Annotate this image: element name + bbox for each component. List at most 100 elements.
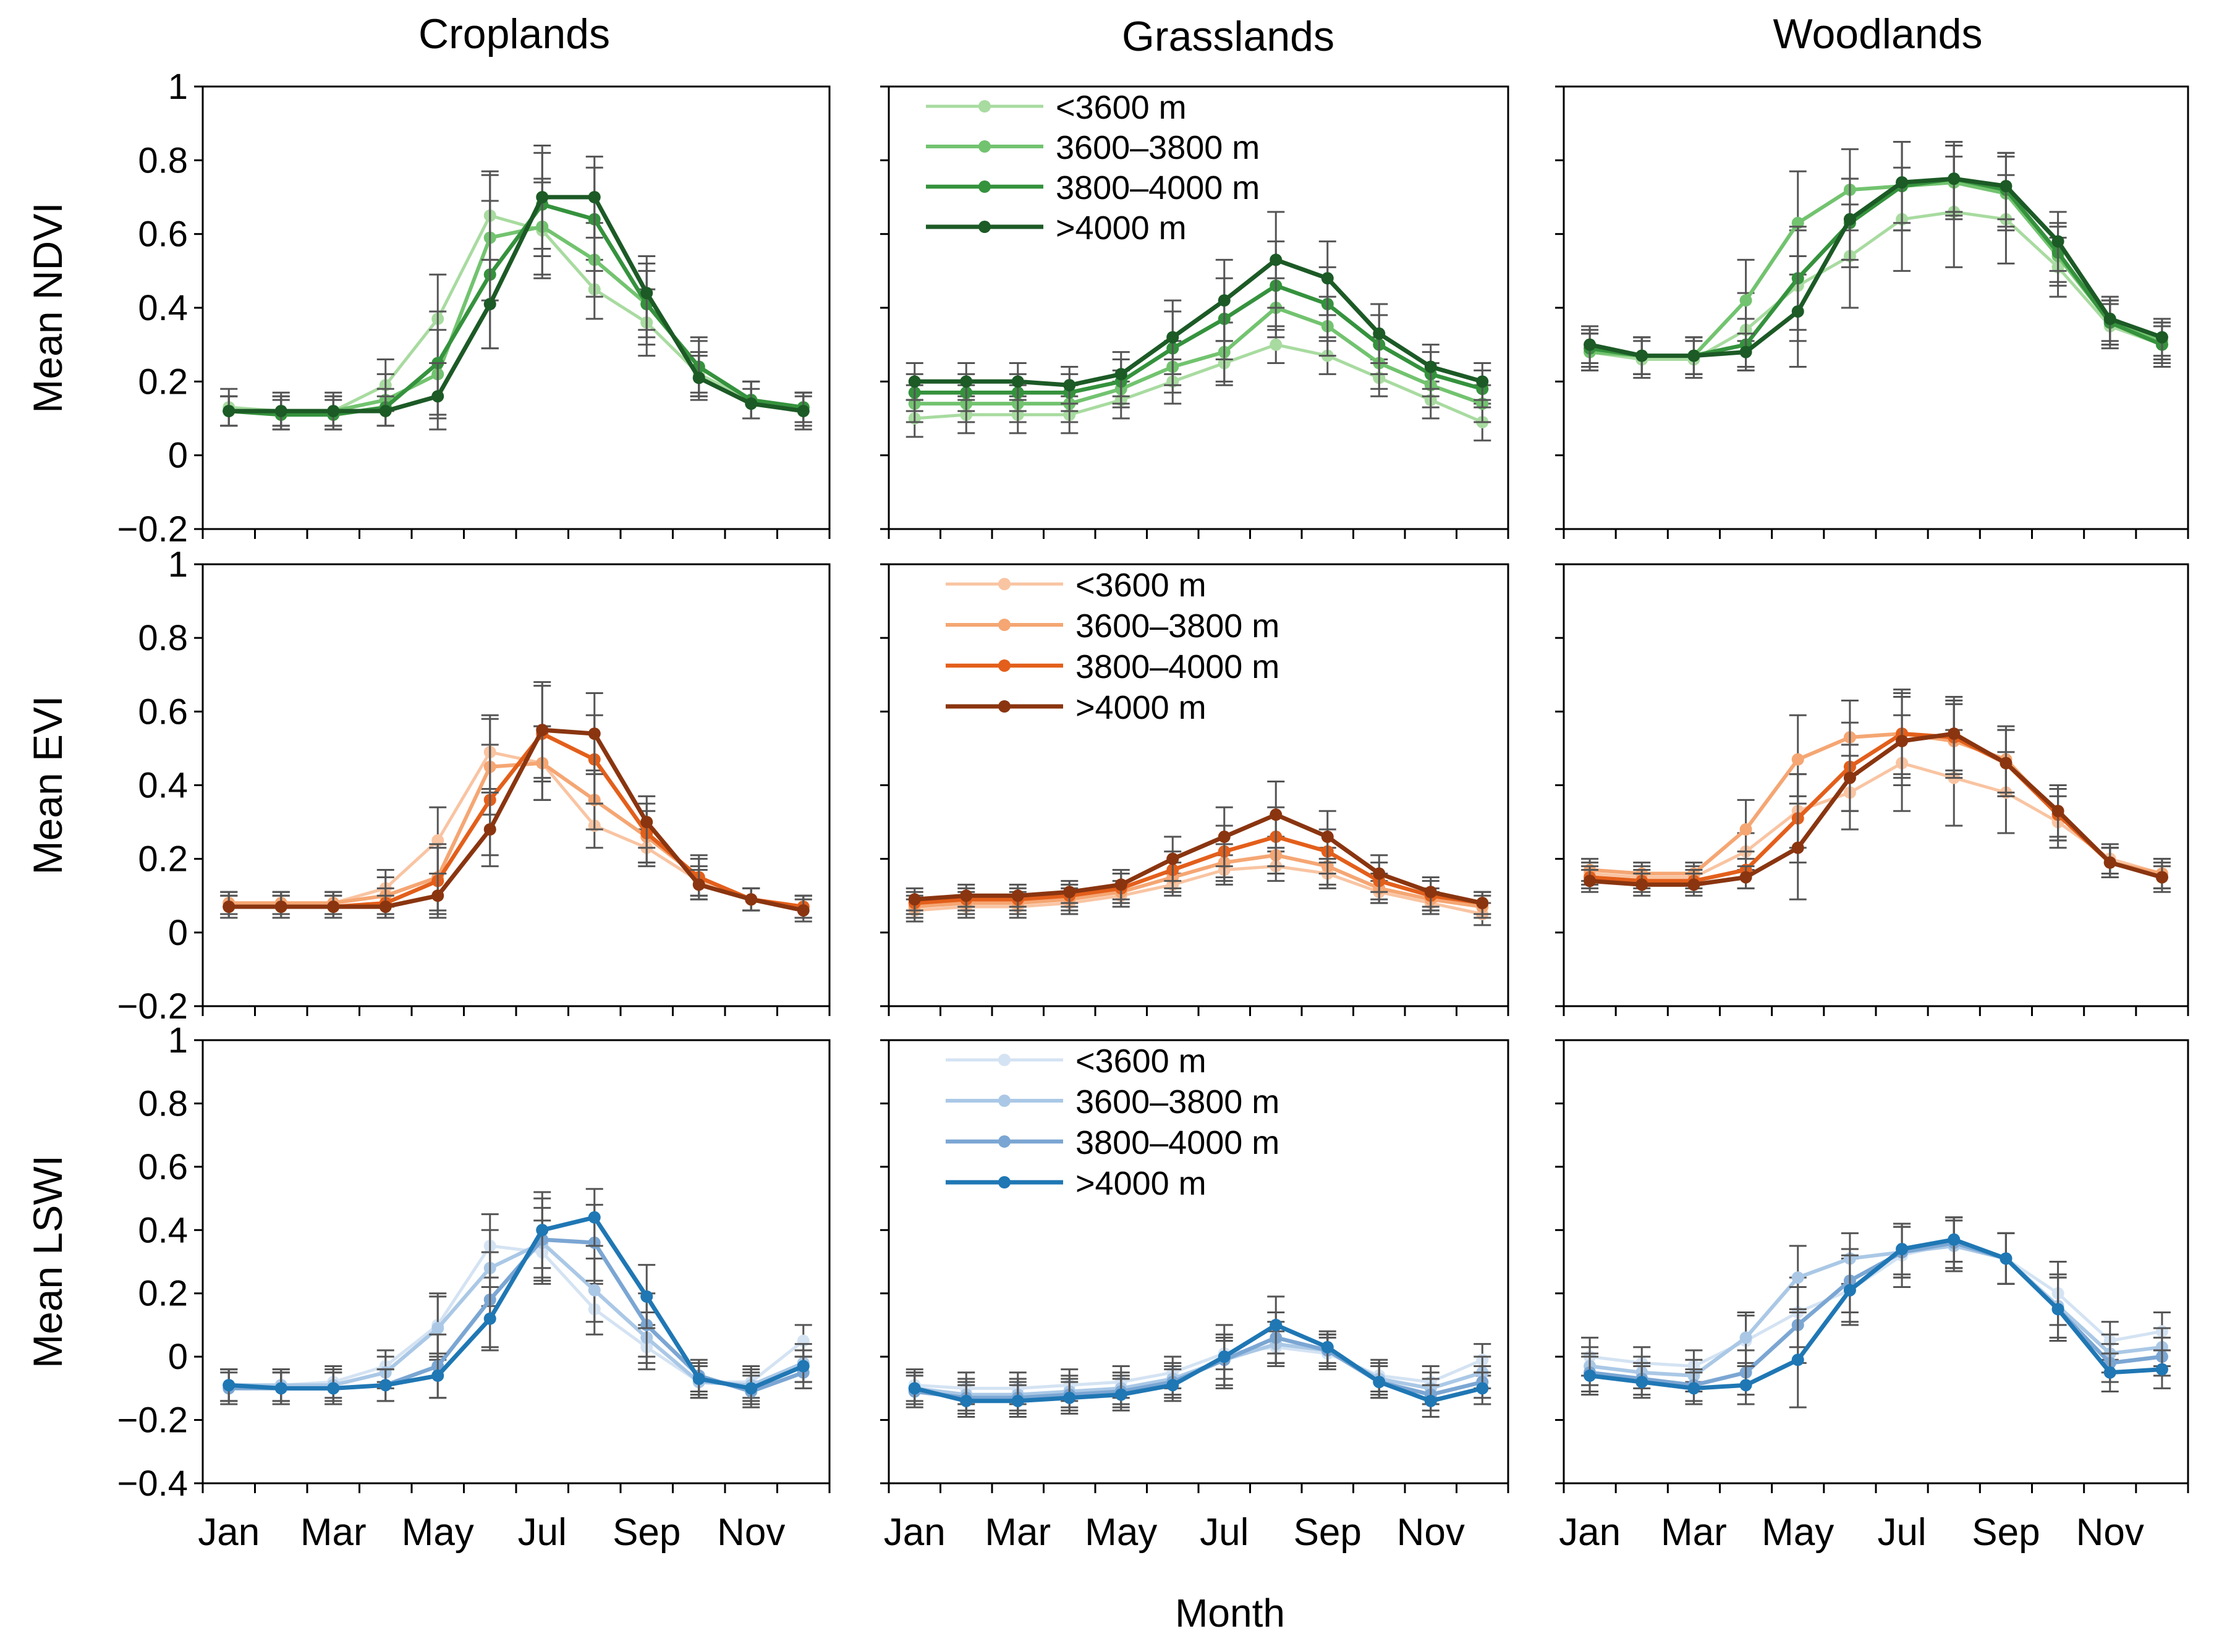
data-point-lswi-croplands — [640, 1290, 653, 1303]
data-point-ndvi-grasslands — [1063, 379, 1076, 392]
data-point-evi-woodlands — [1739, 871, 1752, 884]
y-tick-label-lswi: 0.2 — [138, 1274, 188, 1314]
data-point-ndvi-woodlands — [2051, 235, 2064, 248]
legend-marker-ndvi — [978, 180, 991, 193]
x-tick-label-croplands: Mar — [300, 1511, 367, 1554]
data-point-evi-woodlands — [1948, 727, 1961, 740]
legend-label-lswi: 3800–4000 m — [1075, 1124, 1279, 1161]
data-point-evi-woodlands — [1739, 823, 1752, 836]
series-evi-grasslands-4 — [906, 781, 1491, 915]
data-point-evi-woodlands — [2103, 856, 2116, 869]
data-point-ndvi-woodlands — [1896, 176, 1909, 189]
data-point-ndvi-grasslands — [1270, 253, 1283, 266]
data-point-lswi-woodlands — [1584, 1369, 1597, 1382]
series-line-ndvi-croplands — [229, 202, 804, 417]
legend-label-evi: <3600 m — [1075, 567, 1207, 604]
data-point-evi-grasslands — [1373, 867, 1386, 880]
data-point-evi-grasslands — [908, 893, 921, 906]
data-point-lswi-grasslands — [1166, 1379, 1179, 1392]
x-tick-label-grasslands: Mar — [985, 1511, 1051, 1554]
series-line-evi-woodlands — [1589, 731, 2163, 887]
data-point-evi-woodlands — [1635, 878, 1648, 891]
legend-label-lswi: >4000 m — [1075, 1165, 1207, 1202]
y-tick-label-lswi: −0.2 — [117, 1400, 189, 1441]
legend-marker-lswi — [998, 1135, 1011, 1148]
data-point-ndvi-grasslands — [1270, 338, 1283, 351]
data-point-ndvi-woodlands — [1948, 172, 1961, 185]
y-tick-label-evi: 0.8 — [138, 618, 188, 658]
y-tick-label-lswi: 0 — [168, 1337, 188, 1377]
data-point-evi-croplands — [223, 900, 235, 913]
data-point-ndvi-woodlands — [1791, 305, 1804, 318]
data-point-ndvi-grasslands — [1476, 375, 1489, 388]
data-point-lswi-croplands — [431, 1369, 444, 1382]
data-point-lswi-woodlands — [1896, 1243, 1909, 1256]
data-point-lswi-woodlands — [1948, 1233, 1961, 1246]
data-point-evi-grasslands — [1321, 830, 1334, 843]
legend-marker-evi — [998, 619, 1011, 631]
legend-marker-ndvi — [978, 100, 991, 112]
y-axis-label-lswi: Mean LSWI — [25, 1155, 70, 1368]
data-point-evi-croplands — [274, 900, 287, 913]
y-axis-label-evi: Mean EVI — [25, 696, 70, 875]
x-tick-label-croplands: Nov — [717, 1511, 785, 1554]
series-line-lswi-woodlands — [1589, 1241, 2163, 1368]
x-tick-label-croplands: Jan — [198, 1511, 260, 1554]
data-point-ndvi-croplands — [640, 287, 653, 300]
data-point-lswi-woodlands — [1739, 1331, 1752, 1344]
data-point-ndvi-woodlands — [1635, 349, 1648, 362]
series-line-lswi-woodlands — [1589, 1243, 2163, 1378]
series-line-lswi-grasslands — [914, 1323, 1483, 1404]
data-point-ndvi-croplands — [483, 298, 496, 311]
data-point-lswi-grasslands — [960, 1394, 973, 1407]
data-point-ndvi-croplands — [745, 397, 758, 410]
data-point-lswi-grasslands — [1476, 1382, 1489, 1395]
data-point-lswi-woodlands — [1635, 1376, 1648, 1389]
legend-marker-evi — [998, 700, 1011, 713]
legend-label-evi: 3600–3800 m — [1075, 608, 1279, 645]
col-title-croplands: Croplands — [418, 11, 610, 57]
data-point-lswi-grasslands — [1424, 1394, 1437, 1407]
data-point-evi-grasslands — [960, 889, 973, 902]
y-tick-label-lswi: 1 — [168, 1020, 188, 1061]
series-line-evi-grasslands — [914, 853, 1483, 909]
data-point-lswi-grasslands — [1321, 1341, 1334, 1353]
legend-marker-evi — [998, 659, 1011, 672]
data-point-evi-woodlands — [1687, 878, 1700, 891]
data-point-lswi-croplands — [588, 1284, 601, 1297]
legend-label-lswi: 3600–3800 m — [1075, 1083, 1279, 1120]
data-point-ndvi-croplands — [536, 191, 549, 203]
y-tick-label-ndvi: −0.2 — [117, 509, 189, 549]
data-point-lswi-woodlands — [2103, 1366, 2116, 1379]
data-point-evi-croplands — [745, 893, 758, 906]
data-point-evi-grasslands — [1114, 878, 1127, 891]
y-axis-label-ndvi: Mean NDVI — [25, 202, 70, 413]
series-ndvi-croplands-4 — [220, 144, 812, 431]
y-tick-label-evi: 0 — [168, 913, 188, 953]
y-tick-label-evi: −0.2 — [117, 986, 189, 1027]
legend-label-ndvi: >4000 m — [1056, 210, 1187, 247]
legend-label-lswi: <3600 m — [1075, 1043, 1207, 1080]
data-point-lswi-woodlands — [2051, 1303, 2064, 1316]
y-tick-label-lswi: −0.4 — [117, 1464, 189, 1504]
data-point-evi-grasslands — [1011, 889, 1024, 902]
data-point-lswi-grasslands — [1218, 1350, 1231, 1363]
panel-lswi-croplands: −0.4 −0.2 0 0.2 0.4 0.6 0.8 1 Jan Mar May Jul Sep Nov — [117, 1020, 831, 1554]
legend-label-ndvi: <3600 m — [1056, 89, 1187, 126]
x-tick-label-grasslands: Sep — [1294, 1511, 1362, 1554]
x-tick-label-croplands: May — [402, 1511, 474, 1554]
data-point-lswi-woodlands — [1791, 1353, 1804, 1366]
data-point-ndvi-croplands — [431, 390, 444, 403]
data-point-evi-croplands — [640, 816, 653, 829]
data-point-lswi-croplands — [536, 1224, 549, 1237]
data-point-evi-croplands — [431, 889, 444, 902]
data-point-lswi-grasslands — [1011, 1394, 1024, 1407]
data-point-ndvi-grasslands — [1218, 294, 1231, 307]
data-point-lswi-croplands — [223, 1379, 235, 1392]
x-tick-label-croplands: Sep — [613, 1511, 681, 1554]
legend-label-evi: 3800–4000 m — [1075, 648, 1279, 685]
data-point-lswi-woodlands — [2155, 1363, 2168, 1376]
data-point-ndvi-croplands — [692, 371, 705, 384]
x-tick-label-woodlands: Jan — [1559, 1511, 1621, 1554]
